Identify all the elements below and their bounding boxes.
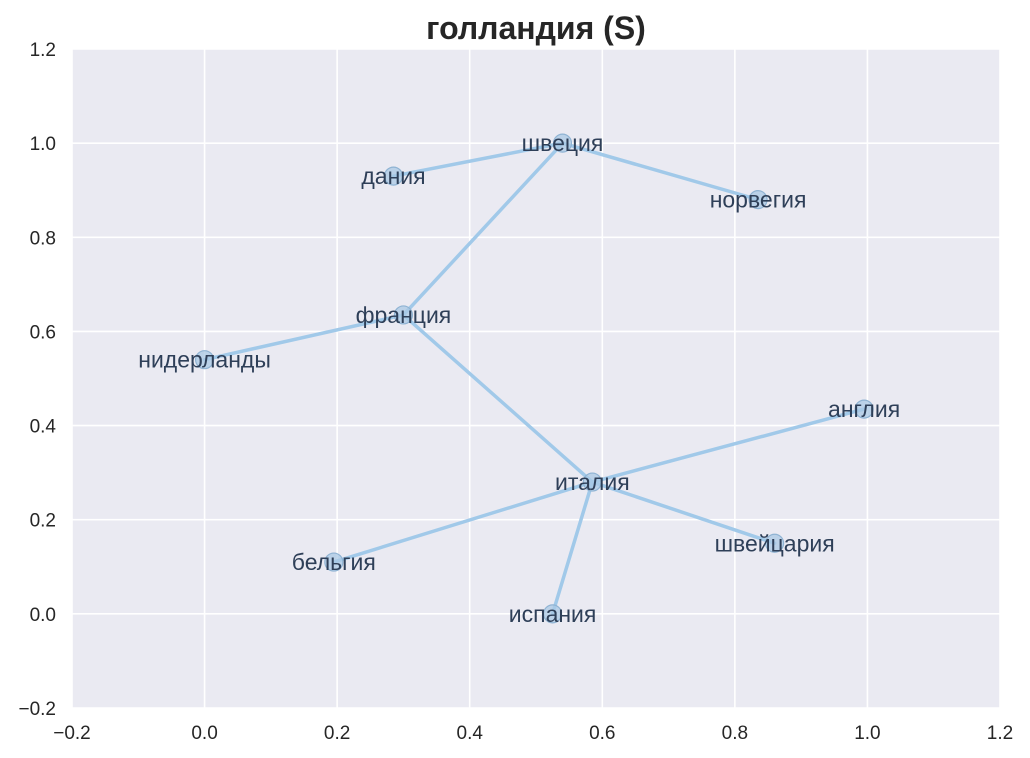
point-label: италия: [555, 469, 630, 495]
data-point: [383, 166, 404, 186]
edge-line: [202, 313, 406, 362]
y-tick-label: 0.2: [30, 511, 56, 532]
edge-line: [560, 141, 760, 202]
points-group: [194, 133, 874, 624]
axis-ticks-group: −0.2 0.0 0.2 0.4 0.6 0.8 1.0 1.2 −0.2 0.0 0.2 0.4 0.…: [18, 40, 1013, 744]
point-label: франция: [356, 302, 452, 328]
point-label: испания: [509, 601, 597, 627]
point-label: бельгия: [292, 549, 376, 575]
edge-line: [401, 313, 595, 484]
y-tick-label: −0.2: [18, 699, 56, 720]
x-tick-label: 0.0: [191, 723, 217, 744]
data-point: [552, 133, 573, 153]
point-label: англия: [828, 396, 900, 422]
x-tick-label: −0.2: [53, 723, 91, 744]
x-tick-label: 0.2: [324, 723, 350, 744]
x-tick-label: 0.8: [722, 723, 748, 744]
y-tick-label: 0.6: [30, 322, 56, 343]
x-tick-label: 1.2: [987, 723, 1013, 744]
plot-area: [72, 49, 1000, 708]
y-tick-label: 1.0: [30, 134, 56, 155]
chart-title: голландия (S): [426, 10, 646, 46]
y-tick-label: 0.8: [30, 228, 56, 249]
x-tick-label: 0.6: [589, 723, 615, 744]
edge-line: [550, 480, 595, 616]
data-point: [765, 533, 785, 553]
data-point: [748, 190, 768, 210]
y-tick-label: 1.2: [30, 40, 56, 61]
point-label: норвегия: [710, 187, 807, 213]
point-label: швейцария: [715, 530, 835, 556]
point-labels-group: швеция дания норвегия франция нидерланды англ…: [138, 130, 900, 627]
data-point: [194, 350, 215, 370]
edges-group: [202, 141, 866, 616]
edge-line: [590, 480, 777, 545]
data-point: [324, 552, 344, 572]
x-tick-label: 0.4: [457, 723, 484, 744]
point-label: швеция: [522, 130, 604, 156]
point-label: нидерланды: [138, 347, 271, 373]
edge-line: [332, 480, 595, 564]
grid-lines: [71, 48, 1001, 709]
data-point: [854, 399, 874, 419]
data-point: [393, 305, 414, 325]
x-tick-label: 1.0: [854, 723, 880, 744]
y-tick-label: 0.0: [30, 605, 56, 626]
edge-line: [401, 141, 565, 317]
data-point: [542, 604, 563, 624]
y-tick-label: 0.4: [30, 417, 57, 438]
edge-line: [590, 407, 866, 484]
point-label: дания: [361, 163, 425, 189]
data-point: [582, 472, 602, 492]
edge-line: [391, 141, 565, 178]
